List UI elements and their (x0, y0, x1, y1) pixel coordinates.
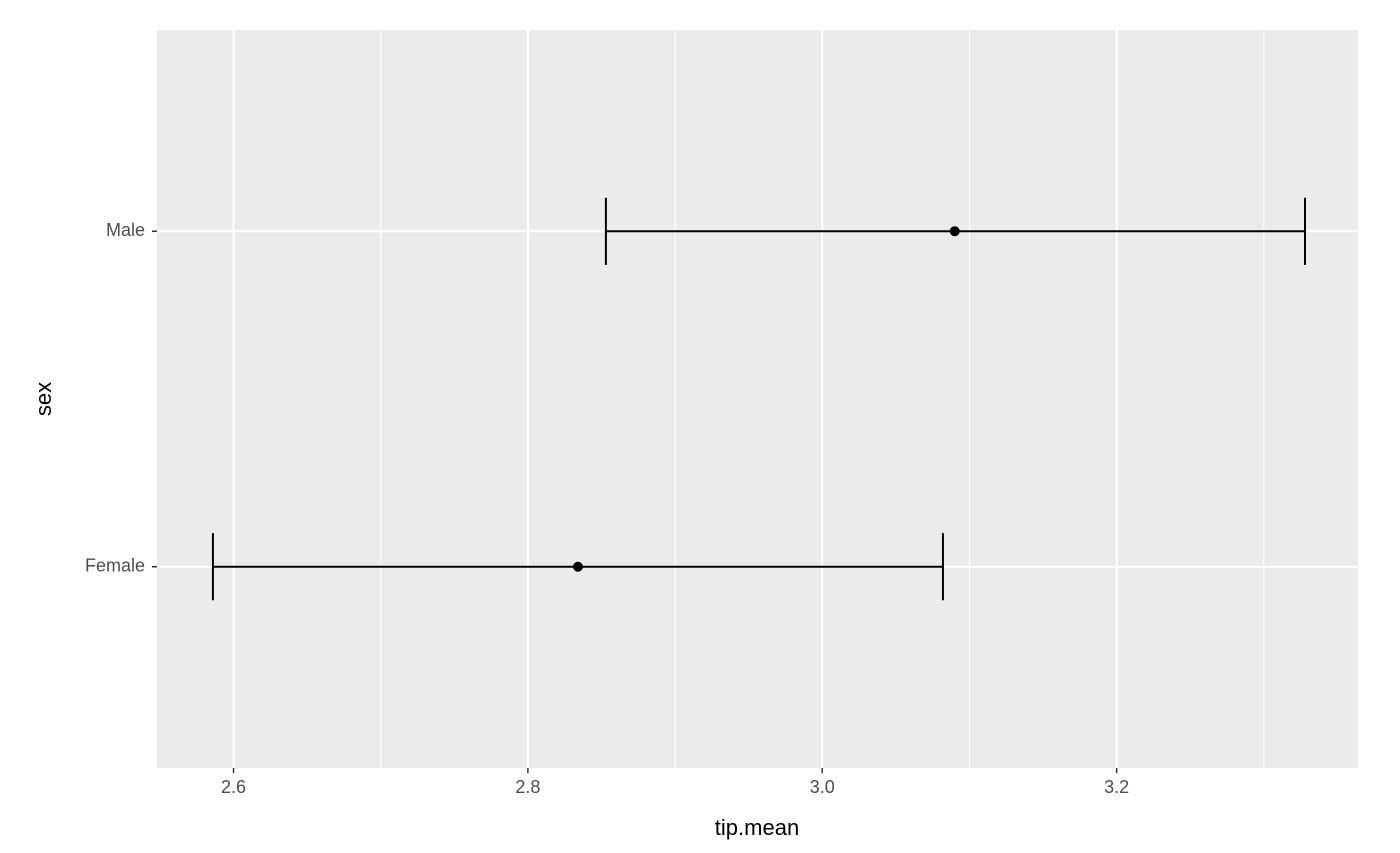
point (949, 226, 960, 237)
x-tick-label: 3.2 (1104, 777, 1129, 797)
y-tick-label: Male (106, 220, 145, 240)
y-tick-label: Female (85, 555, 145, 575)
x-axis-title: tip.mean (715, 815, 799, 840)
panel (157, 30, 1358, 768)
x-tick-label: 3.0 (810, 777, 835, 797)
y-axis-title: sex (31, 382, 56, 416)
x-tick-label: 2.8 (515, 777, 540, 797)
point (572, 561, 583, 572)
x-tick-label: 2.6 (221, 777, 246, 797)
